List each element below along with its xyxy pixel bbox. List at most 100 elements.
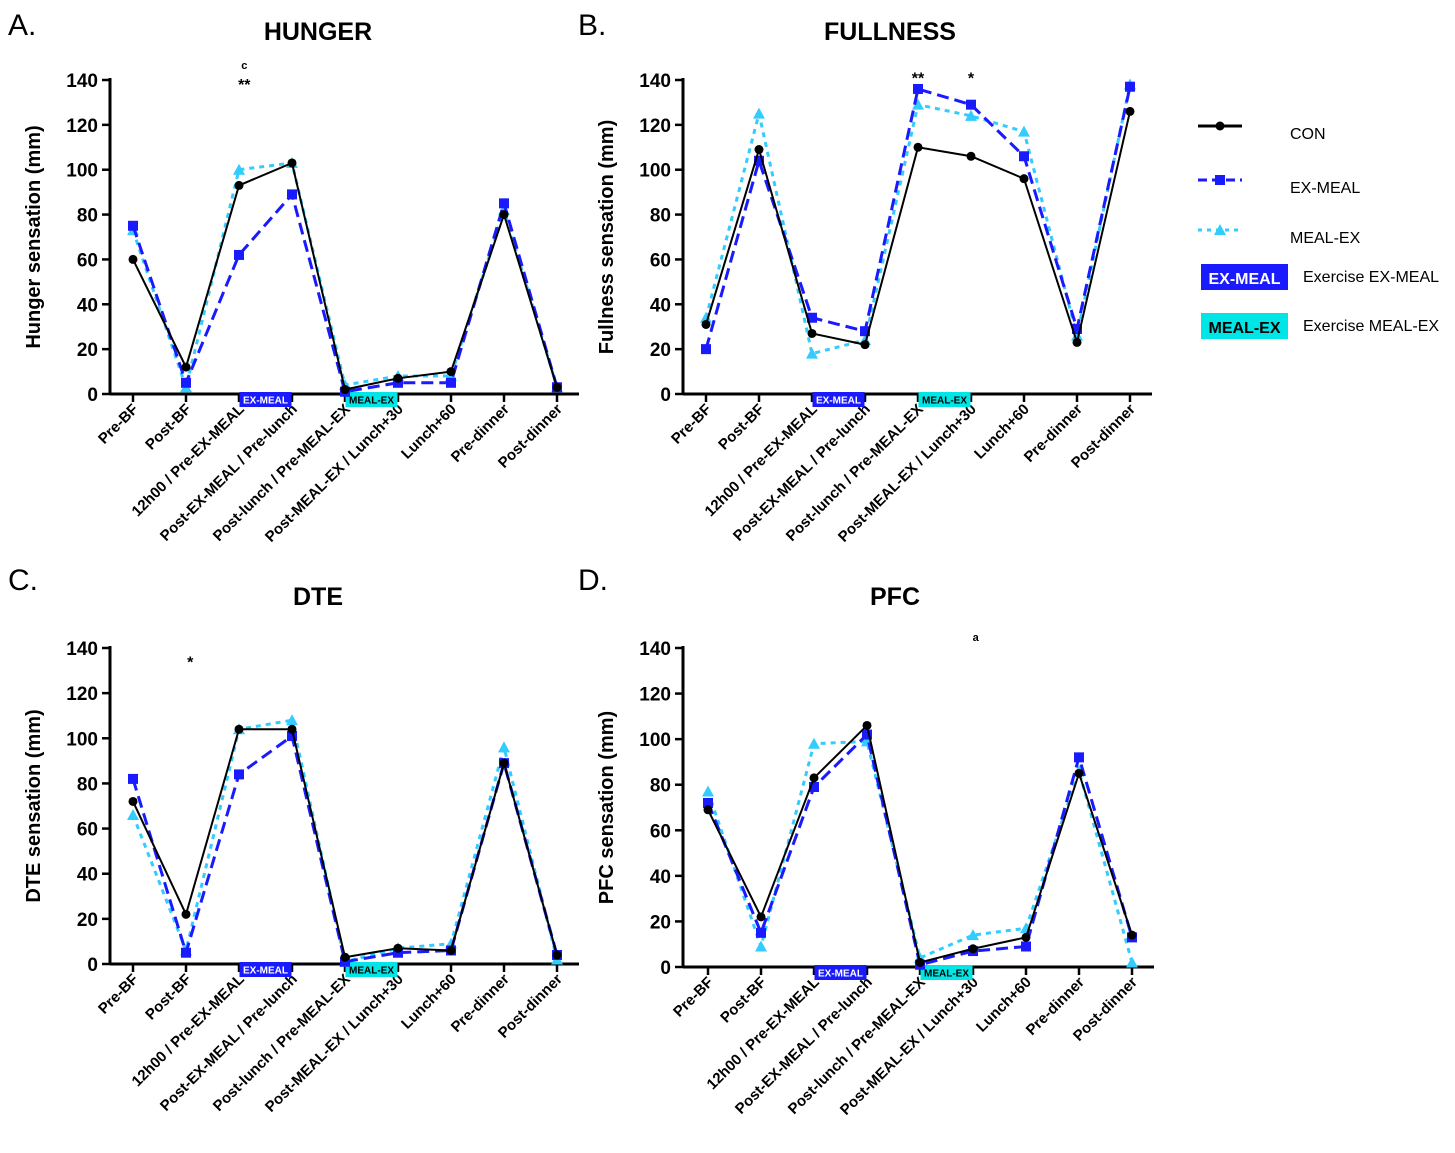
series-EX-MEAL: [128, 731, 562, 967]
data-point: [702, 785, 714, 797]
data-point: [860, 326, 870, 337]
legend-item: EX-MEAL Exercise EX-MEAL: [1201, 264, 1439, 290]
series-CON: [703, 720, 1137, 967]
exercise-box: MEAL-EX: [918, 392, 971, 407]
x-tick-label: Post-BF: [717, 974, 770, 1027]
x-tick-label: Pre-BF: [668, 401, 715, 448]
series-EX-MEAL: [701, 81, 1135, 355]
significance-annotation: c: [241, 60, 247, 72]
exercise-box-rect: [920, 965, 973, 980]
legend-label: CON: [1290, 126, 1326, 143]
data-point: [912, 98, 924, 110]
exercise-box-rect: [345, 962, 398, 977]
exercise-box-rect: [812, 392, 865, 407]
data-point: [1018, 125, 1030, 137]
legend-swatch-marker: [1215, 175, 1225, 185]
legend-item: CON: [1198, 121, 1326, 143]
data-point: [393, 943, 403, 953]
y-tick-label: 0: [660, 958, 671, 979]
data-point: [754, 145, 764, 155]
y-tick-label: 40: [77, 865, 98, 886]
legend-swatch-box: [1201, 264, 1288, 290]
exercise-box-label: MEAL-EX: [924, 969, 969, 980]
exercise-box: EX-MEAL: [812, 392, 865, 407]
y-tick-label: 100: [66, 729, 98, 750]
chart-panel-3: D. PFC 0 20 40 60 80 100 120 140 PFC sensation (mm…: [578, 564, 1154, 1119]
data-point: [862, 720, 872, 730]
data-point: [499, 198, 509, 209]
exercise-box: MEAL-EX: [345, 392, 398, 407]
series-line: [131, 733, 559, 964]
y-tick-label: 140: [639, 639, 671, 660]
data-point: [340, 956, 350, 967]
data-point: [234, 249, 244, 260]
chart-panel-2: C. DTE 0 20 40 60 80 100 120 140 DTE sensation (mm…: [8, 564, 579, 1116]
data-point: [128, 773, 138, 784]
series-line: [131, 161, 559, 393]
legend-box-label: MEAL-EX: [1209, 320, 1281, 337]
y-tick-label: 120: [66, 684, 98, 705]
panel-letter: A.: [8, 9, 36, 42]
data-point: [287, 724, 297, 734]
y-tick-label: 40: [650, 295, 671, 316]
exercise-box-rect: [918, 392, 971, 407]
y-tick-label: 20: [77, 340, 98, 361]
y-tick-label: 100: [639, 161, 671, 182]
panel-letter: D.: [578, 564, 608, 597]
data-point: [1125, 81, 1135, 92]
exercise-box-label: EX-MEAL: [243, 396, 288, 407]
data-point: [181, 377, 191, 388]
data-point: [127, 809, 139, 821]
series-EX-MEAL: [703, 729, 1137, 970]
y-tick-label: 0: [660, 385, 671, 406]
legend-swatch-box: [1201, 313, 1288, 339]
data-point: [1074, 768, 1084, 778]
data-point: [234, 724, 244, 734]
data-point: [860, 340, 870, 350]
y-axis-label: Hunger sensation (mm): [23, 125, 45, 348]
data-point: [809, 781, 819, 792]
x-tick-label: Post-BF: [142, 971, 195, 1024]
series-line: [706, 731, 1134, 967]
y-tick-label: 120: [639, 685, 671, 706]
y-tick-label: 60: [650, 250, 671, 271]
data-point: [753, 107, 765, 119]
exercise-box-label: EX-MEAL: [243, 966, 288, 977]
data-point: [446, 377, 456, 388]
exercise-box-rect: [345, 392, 398, 407]
data-point: [181, 362, 191, 372]
y-tick-label: 140: [66, 639, 98, 660]
data-point: [756, 912, 766, 922]
exercise-box: EX-MEAL: [814, 965, 867, 980]
y-tick-label: 100: [66, 161, 98, 182]
significance-annotation: **: [238, 77, 251, 94]
data-point: [1071, 329, 1083, 341]
data-point: [287, 731, 297, 742]
data-point: [286, 714, 298, 726]
y-tick-label: 40: [650, 867, 671, 888]
exercise-box-label: MEAL-EX: [349, 396, 394, 407]
data-point: [1072, 337, 1082, 347]
exercise-box: EX-MEAL: [239, 392, 292, 407]
legend-swatch-marker: [1215, 121, 1225, 131]
exercise-box: MEAL-EX: [920, 965, 973, 980]
series-MEAL-EX: [700, 78, 1136, 359]
data-point: [808, 737, 820, 749]
y-tick-label: 40: [77, 295, 98, 316]
series-CON: [128, 724, 562, 962]
y-axis-label: DTE sensation (mm): [23, 709, 45, 902]
data-point: [754, 155, 764, 166]
legend: CON EX-MEAL MEAL-EX EX-MEAL Exercise EX-MEAL…: [1198, 121, 1439, 339]
data-point: [499, 210, 509, 220]
data-point: [701, 344, 711, 355]
data-point: [1125, 106, 1135, 116]
y-tick-label: 120: [639, 116, 671, 137]
series-line: [132, 161, 558, 391]
legend-swatch-marker: [1214, 224, 1226, 235]
data-point: [234, 769, 244, 780]
data-point: [1072, 323, 1082, 334]
data-point: [807, 312, 817, 323]
exercise-box-rect: [239, 962, 292, 977]
series-CON: [701, 106, 1135, 350]
x-tick-label: Pre-BF: [95, 971, 142, 1018]
